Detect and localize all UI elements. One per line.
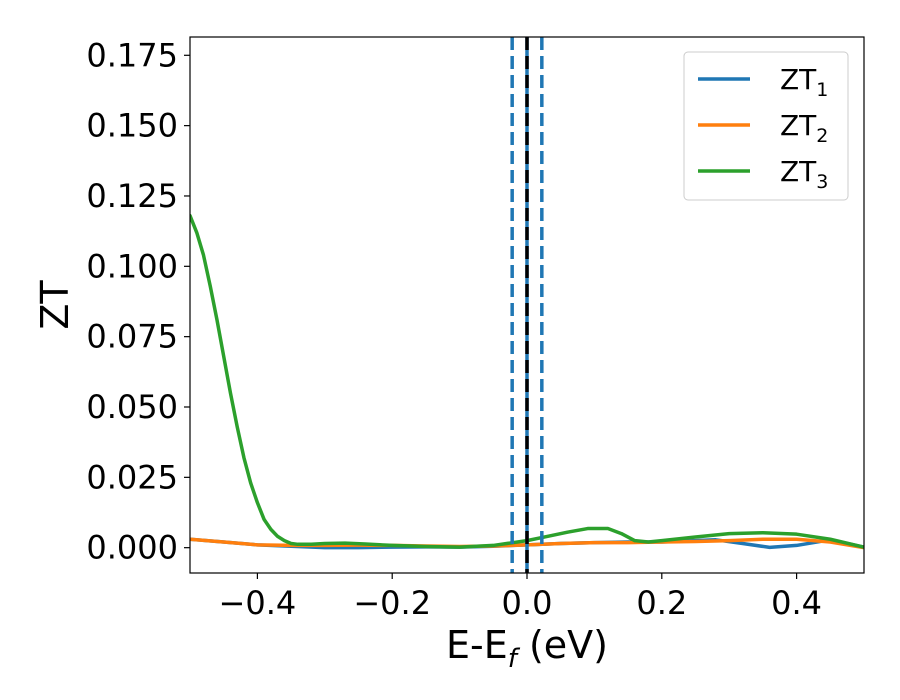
legend: ZT1 ZT2 ZT3 xyxy=(683,51,849,201)
y-tick-label: 0.000 xyxy=(86,529,178,567)
y-tick-label: 0.050 xyxy=(86,388,178,426)
y-axis-title: ZT xyxy=(33,280,77,330)
x-tick-label: −0.4 xyxy=(219,584,297,622)
legend-label: ZT1 xyxy=(780,63,828,101)
x-axis-title-main: E-E xyxy=(446,623,508,667)
y-tick-label: 0.075 xyxy=(86,318,178,356)
y-tick-label: 0.175 xyxy=(86,36,178,74)
legend-label: ZT2 xyxy=(780,109,828,147)
x-axis-title: E-Ef (eV) xyxy=(446,623,608,674)
x-tick-label: 0.0 xyxy=(502,584,553,622)
y-tick-label: 0.125 xyxy=(86,177,178,215)
series-line-zt3 xyxy=(190,213,864,549)
x-tick-label: 0.2 xyxy=(636,584,687,622)
legend-item-zt2: ZT2 xyxy=(698,109,828,147)
y-axis-ticks: 0.000 0.025 0.050 0.075 0.100 0.125 0.150 0.175 xyxy=(86,36,190,567)
legend-box xyxy=(683,51,849,201)
legend-item-zt1: ZT1 xyxy=(698,63,828,101)
legend-label: ZT3 xyxy=(780,155,828,193)
y-tick-label: 0.100 xyxy=(86,247,178,285)
y-tick-label: 0.025 xyxy=(86,458,178,496)
x-axis-title-unit: (eV) xyxy=(517,623,608,667)
x-tick-label: −0.2 xyxy=(353,584,431,622)
x-tick-label: 0.4 xyxy=(771,584,822,622)
reference-lines xyxy=(510,37,544,573)
y-tick-label: 0.150 xyxy=(86,107,178,145)
x-axis-ticks: −0.4 −0.2 0.0 0.2 0.4 xyxy=(219,573,822,622)
legend-item-zt3: ZT3 xyxy=(698,155,828,193)
